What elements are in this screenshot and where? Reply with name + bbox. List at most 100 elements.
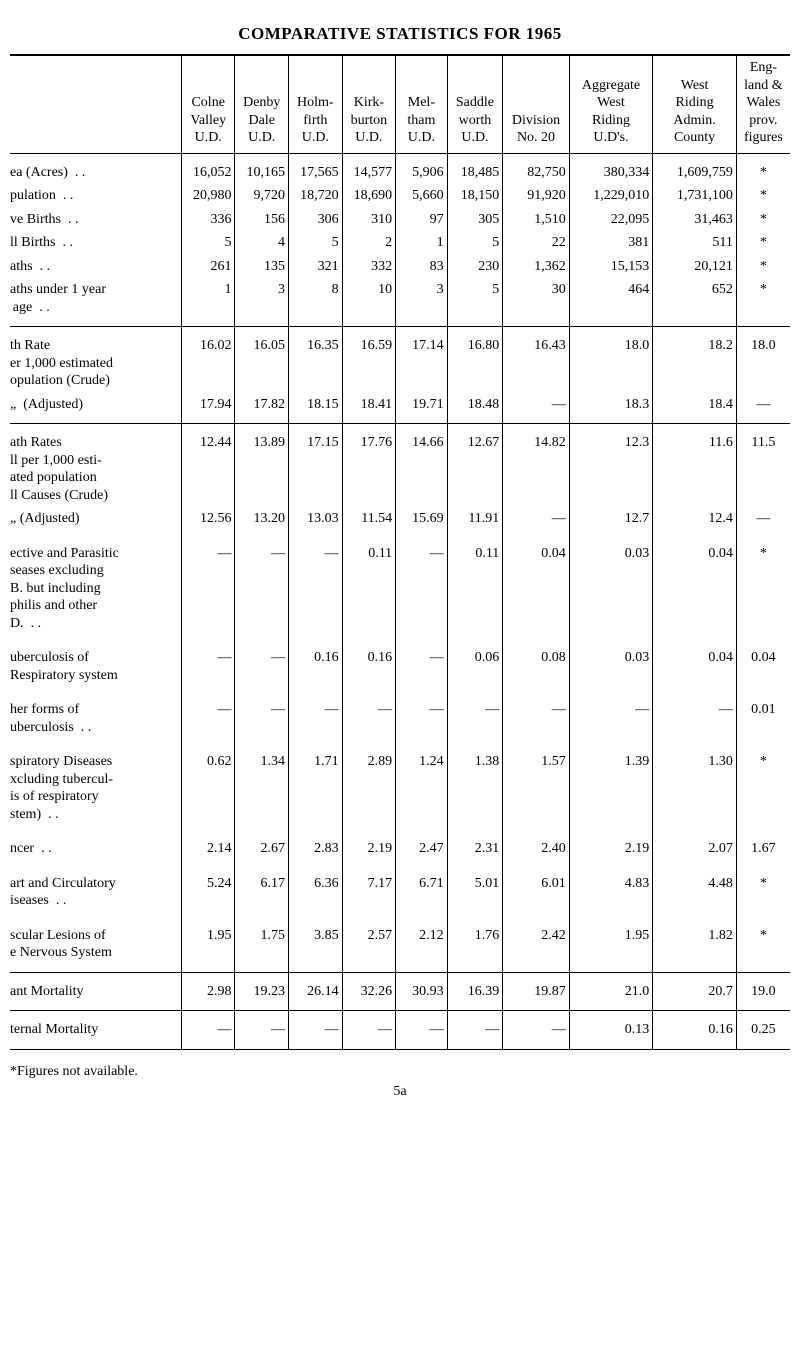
table-row: „ (Adjusted)17.9417.8218.1518.4119.7118.… <box>10 393 790 424</box>
cell: 2.31 <box>447 826 503 861</box>
row-label: th Rateer 1,000 estimatedopulation (Crud… <box>10 327 181 393</box>
cell: 332 <box>342 255 396 279</box>
cell: 7.17 <box>342 861 396 913</box>
row-label: ath Ratesll per 1,000 esti-ated populati… <box>10 424 181 508</box>
cell: 0.16 <box>289 635 343 687</box>
cell: 1,609,759 <box>653 153 737 184</box>
cell: 156 <box>235 208 289 232</box>
cell: 12.56 <box>181 507 235 531</box>
cell: * <box>736 208 790 232</box>
cell: 310 <box>342 208 396 232</box>
cell: 26.14 <box>289 972 343 1011</box>
cell: 1.67 <box>736 826 790 861</box>
cell: 16.35 <box>289 327 343 393</box>
table-row: uberculosis ofRespiratory system——0.160.… <box>10 635 790 687</box>
cell: — <box>447 1011 503 1050</box>
cell: 6.71 <box>396 861 447 913</box>
cell: 2.19 <box>342 826 396 861</box>
cell: 1.38 <box>447 739 503 826</box>
cell: 2.83 <box>289 826 343 861</box>
cell: 13.89 <box>235 424 289 508</box>
cell: 1 <box>181 278 235 327</box>
cell: — <box>289 1011 343 1050</box>
cell: 17,565 <box>289 153 343 184</box>
col-header-10: Eng-land &Walesprov.figures <box>736 55 790 153</box>
cell: 16.59 <box>342 327 396 393</box>
cell: — <box>736 393 790 424</box>
col-header-1: ColneValleyU.D. <box>181 55 235 153</box>
cell: — <box>289 531 343 636</box>
cell: 3.85 <box>289 913 343 973</box>
row-label: art and Circulatoryiseases . . <box>10 861 181 913</box>
cell: 1,229,010 <box>569 184 653 208</box>
cell: 1.24 <box>396 739 447 826</box>
cell: 0.13 <box>569 1011 653 1050</box>
table-row: spiratory Diseasesxcluding tubercul-is o… <box>10 739 790 826</box>
cell: — <box>503 687 569 739</box>
cell: * <box>736 739 790 826</box>
cell: 17.94 <box>181 393 235 424</box>
cell: 16.02 <box>181 327 235 393</box>
row-label: ective and Parasiticseases excludingB. b… <box>10 531 181 636</box>
cell: 19.23 <box>235 972 289 1011</box>
cell: 18,485 <box>447 153 503 184</box>
cell: — <box>396 1011 447 1050</box>
cell: 5 <box>289 231 343 255</box>
cell: 381 <box>569 231 653 255</box>
cell: 2.89 <box>342 739 396 826</box>
table-row: ternal Mortality———————0.130.160.25 <box>10 1011 790 1050</box>
cell: 18.0 <box>736 327 790 393</box>
table-row: ea (Acres) . .16,05210,16517,56514,5775,… <box>10 153 790 184</box>
cell: 21.0 <box>569 972 653 1011</box>
cell: 17.82 <box>235 393 289 424</box>
cell: 6.17 <box>235 861 289 913</box>
cell: — <box>396 687 447 739</box>
cell: 16,052 <box>181 153 235 184</box>
col-header-7: DivisionNo. 20 <box>503 55 569 153</box>
cell: 14,577 <box>342 153 396 184</box>
cell: 2.07 <box>653 826 737 861</box>
cell: 5.01 <box>447 861 503 913</box>
table-row: ective and Parasiticseases excludingB. b… <box>10 531 790 636</box>
col-header-4: Kirk-burtonU.D. <box>342 55 396 153</box>
col-header-8: AggregateWestRidingU.D's. <box>569 55 653 153</box>
cell: 11.91 <box>447 507 503 531</box>
cell: 2 <box>342 231 396 255</box>
cell: 18.48 <box>447 393 503 424</box>
cell: 2.42 <box>503 913 569 973</box>
col-header-6: SaddleworthU.D. <box>447 55 503 153</box>
cell: 0.62 <box>181 739 235 826</box>
cell: 1 <box>396 231 447 255</box>
col-header-2: DenbyDaleU.D. <box>235 55 289 153</box>
cell: 4.83 <box>569 861 653 913</box>
cell: 19.71 <box>396 393 447 424</box>
cell: * <box>736 278 790 327</box>
cell: 18.4 <box>653 393 737 424</box>
cell: 12.4 <box>653 507 737 531</box>
cell: — <box>503 1011 569 1050</box>
cell: 1.75 <box>235 913 289 973</box>
cell: 82,750 <box>503 153 569 184</box>
cell: 464 <box>569 278 653 327</box>
cell: 5 <box>181 231 235 255</box>
cell: 380,334 <box>569 153 653 184</box>
cell: * <box>736 153 790 184</box>
cell: 18.0 <box>569 327 653 393</box>
cell: 1.76 <box>447 913 503 973</box>
row-label: scular Lesions ofe Nervous System <box>10 913 181 973</box>
row-label: aths under 1 year age . . <box>10 278 181 327</box>
cell: 11.54 <box>342 507 396 531</box>
cell: 321 <box>289 255 343 279</box>
cell: 10 <box>342 278 396 327</box>
cell: 97 <box>396 208 447 232</box>
cell: 5,660 <box>396 184 447 208</box>
row-label: her forms ofuberculosis . . <box>10 687 181 739</box>
cell: 1,731,100 <box>653 184 737 208</box>
cell: * <box>736 231 790 255</box>
cell: 18.41 <box>342 393 396 424</box>
cell: 17.14 <box>396 327 447 393</box>
cell: 0.01 <box>736 687 790 739</box>
cell: 1.39 <box>569 739 653 826</box>
col-header-5: Mel-thamU.D. <box>396 55 447 153</box>
row-label: ve Births . . <box>10 208 181 232</box>
